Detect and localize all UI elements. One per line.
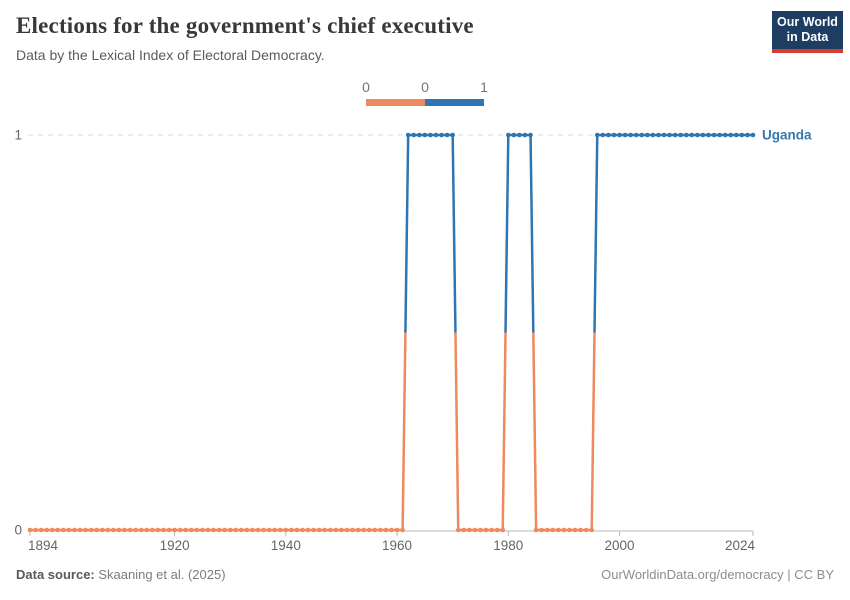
data-source-value: Skaaning et al. (2025) xyxy=(94,567,226,582)
legend-bar xyxy=(366,99,484,106)
chart-footer: Data source: Skaaning et al. (2025) OurW… xyxy=(16,567,834,582)
x-tick-label: 1980 xyxy=(493,538,523,553)
entity-label-uganda[interactable]: Uganda xyxy=(762,128,812,143)
x-tick-label: 2024 xyxy=(725,538,756,553)
value-legend: 0 0 1 xyxy=(362,79,488,107)
legend-swatch-1[interactable] xyxy=(425,99,484,106)
legend-label-min: 0 xyxy=(362,79,370,95)
owid-credit-link[interactable]: OurWorldinData.org/democracy | CC BY xyxy=(601,567,834,582)
legend-label-max: 1 xyxy=(480,79,488,95)
owid-logo-stripe xyxy=(772,49,843,53)
x-tick-label: 2000 xyxy=(604,538,634,553)
x-tick-label: 1920 xyxy=(160,538,190,553)
series-line-uganda[interactable] xyxy=(27,132,756,533)
owid-logo-line1: Our World xyxy=(777,15,838,29)
y-tick-label: 1 xyxy=(14,128,22,143)
owid-logo-line2: in Data xyxy=(786,30,829,44)
chart-title: Elections for the government's chief exe… xyxy=(16,13,474,38)
x-tick-label: 1894 xyxy=(28,538,59,553)
chart-subtitle: Data by the Lexical Index of Electoral D… xyxy=(16,47,325,63)
x-tick-label: 1940 xyxy=(271,538,301,553)
owid-logo[interactable]: Our World in Data xyxy=(772,11,843,53)
x-axis: 1894 1920 1940 1960 1980 2000 2024 xyxy=(28,530,756,553)
x-tick-label: 1960 xyxy=(382,538,412,553)
y-axis: 01 xyxy=(14,128,22,538)
data-source: Data source: Skaaning et al. (2025) xyxy=(16,567,226,582)
owid-logo-box: Our World in Data xyxy=(772,11,843,49)
legend-label-mid: 0 xyxy=(421,79,429,95)
y-tick-label: 0 xyxy=(14,523,22,538)
legend-swatch-0[interactable] xyxy=(366,99,425,106)
data-source-label: Data source: xyxy=(16,567,95,582)
